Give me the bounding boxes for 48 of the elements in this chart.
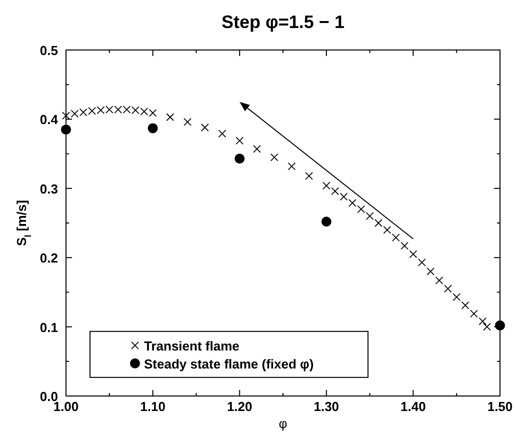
point [166, 113, 174, 122]
point [435, 276, 444, 284]
point [366, 212, 374, 220]
point [470, 310, 478, 318]
point [61, 124, 71, 135]
y-tick-label: 0.2 [40, 250, 58, 266]
point [148, 123, 158, 134]
point [392, 234, 400, 242]
x-tick-label: 1.20 [226, 399, 252, 414]
point [270, 153, 278, 162]
point [483, 322, 491, 331]
chart-title: Step φ=1.5 − 1 [222, 12, 344, 32]
x-tick-label: 1.50 [487, 399, 513, 414]
point [418, 258, 426, 266]
point [331, 187, 340, 196]
x-axis-title: φ [278, 416, 288, 431]
y-tick-label: 0.3 [40, 181, 58, 196]
point [478, 317, 487, 326]
point [400, 242, 408, 250]
y-tick-label: 0.5 [40, 43, 58, 58]
point [321, 216, 332, 227]
point [409, 250, 418, 258]
point [322, 182, 330, 190]
point [444, 284, 452, 293]
point [374, 219, 382, 227]
point [305, 172, 313, 180]
point [288, 162, 296, 170]
point [218, 130, 226, 138]
legend-label: Steady state flame (fixed φ) [144, 356, 314, 372]
point [383, 226, 392, 234]
point [348, 198, 356, 207]
point [452, 293, 461, 301]
point [357, 205, 366, 214]
point [495, 320, 505, 330]
point [340, 192, 348, 201]
x-tick-label: 1.10 [140, 399, 166, 414]
point [253, 145, 261, 153]
x-tick-label: 1.40 [400, 399, 426, 414]
x-tick-label: 1.30 [314, 399, 340, 414]
y-tick-label: 0.4 [40, 112, 59, 128]
legend-label: Transient flame [144, 338, 240, 354]
point [236, 136, 244, 145]
y-tick-label: 0.1 [40, 320, 58, 335]
point [461, 301, 470, 310]
point [426, 267, 435, 276]
point [184, 118, 192, 126]
point [234, 154, 245, 164]
point [200, 124, 209, 132]
